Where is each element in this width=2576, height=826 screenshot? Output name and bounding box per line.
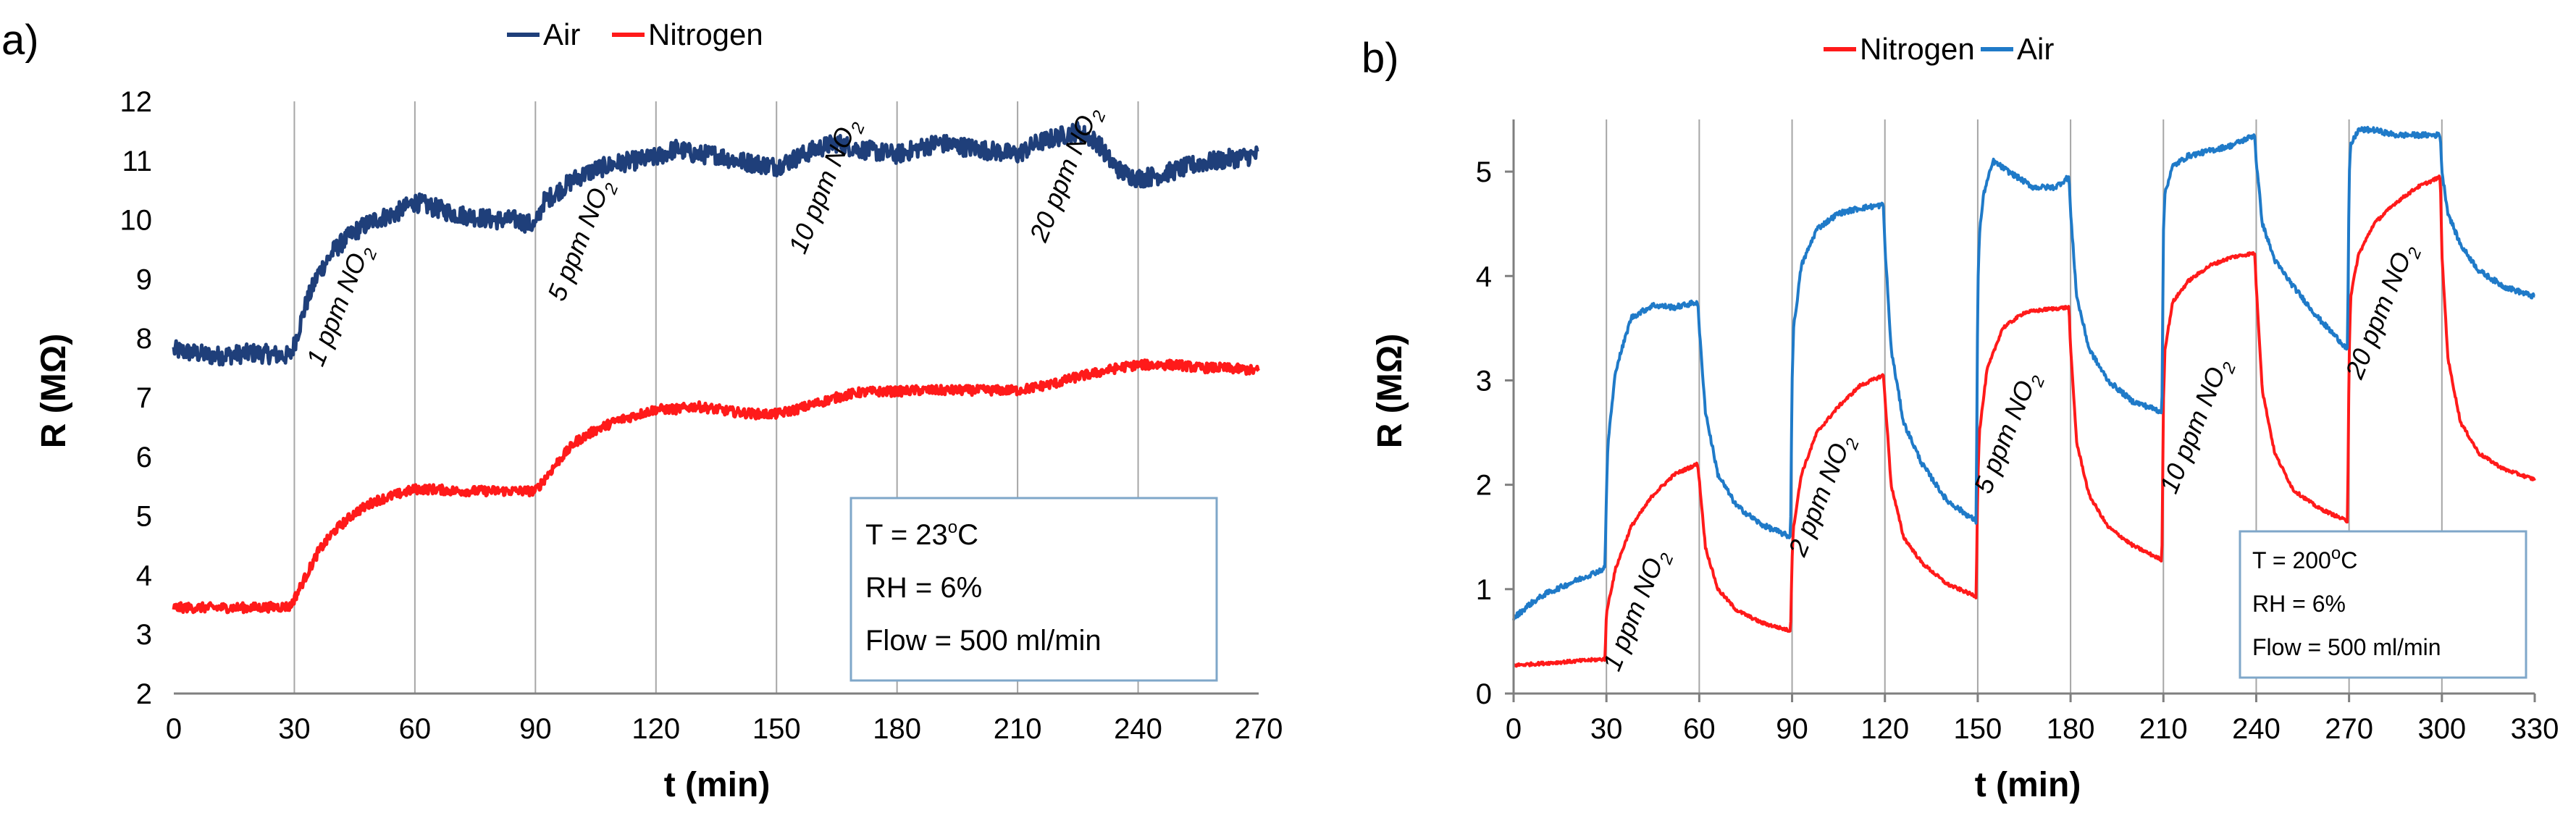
panel-b-y-tick-labels: 0 1 2 3 4 5 [1476, 156, 1492, 710]
panel-b-axes [1505, 119, 2536, 702]
y-tick-label-5: 5 [136, 501, 152, 533]
y-tick-label-8: 8 [136, 323, 152, 355]
annotation-2: 5 ppm NO2 [542, 174, 623, 307]
panel-b-y-axis-title: R (MΩ) [1371, 334, 1409, 448]
x-tick-label-210: 210 [2139, 713, 2188, 745]
x-tick-label-330: 330 [2511, 713, 2559, 745]
x-tick-label-120: 120 [1860, 713, 1909, 745]
panel-a-series [172, 121, 1260, 615]
annotation-1: 1 ppm NO2 [1597, 544, 1678, 677]
panel-b-infobox-line-1: T = 200oC [2252, 544, 2357, 573]
panel-b-x-tick-labels: 0 30 60 90 120 150 180 210 240 270 300 330 [1506, 713, 2559, 745]
y-tick-label-3: 3 [1476, 365, 1492, 397]
y-tick-label-2: 2 [136, 678, 152, 710]
y-tick-label-3: 3 [136, 619, 152, 651]
y-tick-label-7: 7 [136, 382, 152, 414]
x-tick-label-120: 120 [632, 713, 680, 745]
series-line-nitrogen [1513, 174, 2536, 668]
series-line-air [172, 121, 1260, 367]
panel-a-label: a) [1, 17, 39, 64]
annotation-1: 1 ppm NO2 [301, 240, 382, 372]
panel-b-legend: Nitrogen Air [1824, 32, 2054, 66]
series-line-air [1512, 125, 2535, 621]
y-tick-label-4: 4 [1476, 261, 1492, 292]
x-tick-label-90: 90 [519, 713, 552, 745]
panel-a-infobox: T = 23oC RH = 6% Flow = 500 ml/min [849, 497, 1218, 682]
x-tick-label-180: 180 [873, 713, 921, 745]
annotation-4: 20 ppm NO2 [1023, 102, 1110, 248]
legend-b-label-nitrogen: Nitrogen [1860, 32, 1975, 66]
y-tick-label-11: 11 [122, 146, 152, 177]
y-tick-label-2: 2 [1476, 470, 1492, 502]
panel-a-y-tick-labels: 2 3 4 5 6 7 8 9 10 11 12 [120, 86, 153, 710]
x-tick-label-300: 300 [2417, 713, 2466, 745]
panel-b-infobox-frame [2239, 530, 2527, 679]
x-tick-label-0: 0 [166, 713, 182, 745]
y-tick-label-9: 9 [136, 264, 152, 295]
x-tick-label-240: 240 [1114, 713, 1162, 745]
x-tick-label-270: 270 [1235, 713, 1283, 745]
y-tick-label-4: 4 [136, 560, 152, 591]
x-tick-label-30: 30 [278, 713, 311, 745]
y-tick-label-10: 10 [120, 205, 153, 237]
y-tick-label-0: 0 [1476, 678, 1492, 710]
panel-a-infobox-line-1: T = 23oC [865, 518, 978, 551]
x-tick-label-0: 0 [1506, 713, 1522, 745]
legend-a-label-nitrogen: Nitrogen [648, 17, 763, 51]
annotation-5: 20 ppm NO2 [2339, 239, 2426, 385]
panel-b-infobox: T = 200oC RH = 6% Flow = 500 ml/min [2239, 530, 2527, 679]
y-tick-label-6: 6 [136, 442, 152, 473]
legend-b-label-air: Air [2017, 32, 2054, 66]
panel-a: a) Air Nitrogen 0 30 60 90 120 150 180 210 240 27… [1, 17, 1283, 804]
annotation-4: 10 ppm NO2 [2154, 354, 2240, 500]
legend-a-label-air: Air [543, 17, 580, 51]
y-tick-label-1: 1 [1476, 574, 1492, 606]
panel-a-infobox-frame [849, 497, 1218, 682]
panel-a-legend: Air Nitrogen [507, 17, 763, 51]
panel-a-infobox-line-3: Flow = 500 ml/min [865, 625, 1102, 657]
x-tick-label-210: 210 [994, 713, 1042, 745]
x-tick-label-60: 60 [1683, 713, 1716, 745]
series-line-nitrogen [172, 358, 1260, 615]
y-tick-label-5: 5 [1476, 156, 1492, 188]
y-tick-label-12: 12 [120, 86, 153, 118]
panel-a-infobox-line-2: RH = 6% [865, 572, 982, 604]
panel-b-label: b) [1362, 35, 1399, 82]
x-tick-label-60: 60 [399, 713, 432, 745]
annotation-3: 10 ppm NO2 [783, 114, 869, 259]
panel-b: b) Nitrogen Air 0 30 60 90 120 150 180 210 240 27… [1362, 32, 2559, 804]
panel-b-series [1512, 125, 2536, 668]
x-tick-label-90: 90 [1776, 713, 1808, 745]
panel-b-infobox-line-3: Flow = 500 ml/min [2252, 634, 2441, 660]
x-tick-label-30: 30 [1590, 713, 1623, 745]
x-tick-label-240: 240 [2232, 713, 2281, 745]
annotation-2: 2 ppm NO2 [1782, 430, 1863, 563]
panel-b-x-axis-title: t (min) [1975, 766, 2081, 804]
panel-b-infobox-line-2: RH = 6% [2252, 591, 2346, 617]
x-tick-label-150: 150 [1954, 713, 2002, 745]
x-tick-label-150: 150 [752, 713, 801, 745]
panel-a-annotations: 1 ppm NO2 5 ppm NO2 10 ppm NO2 20 ppm NO2 [301, 102, 1110, 372]
panel-a-x-axis-title: t (min) [664, 766, 771, 804]
x-tick-label-180: 180 [2047, 713, 2095, 745]
panel-a-y-axis-title: R (MΩ) [35, 334, 73, 448]
panel-a-x-tick-labels: 0 30 60 90 120 150 180 210 240 270 [166, 713, 1283, 745]
x-tick-label-270: 270 [2325, 713, 2373, 745]
